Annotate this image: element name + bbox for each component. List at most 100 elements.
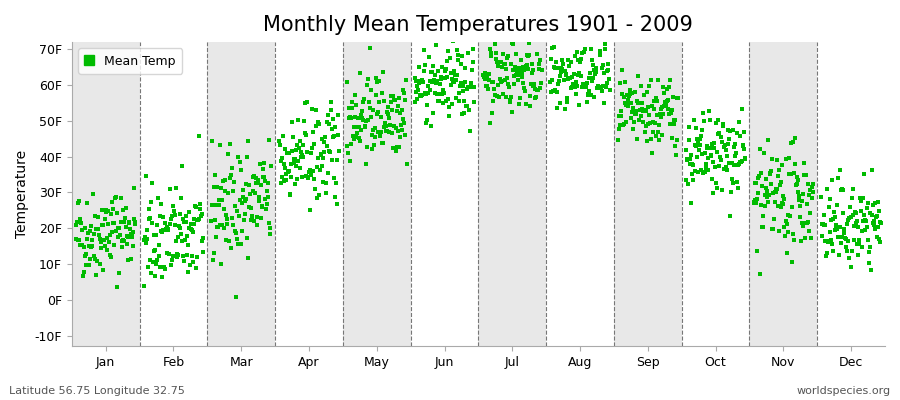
Point bbox=[573, 73, 588, 80]
Point bbox=[341, 150, 356, 156]
Point bbox=[275, 174, 290, 180]
Point bbox=[390, 108, 404, 114]
Point bbox=[392, 110, 407, 116]
Point bbox=[747, 180, 761, 186]
Point bbox=[553, 100, 567, 106]
Point bbox=[356, 96, 371, 102]
Point bbox=[652, 122, 667, 128]
Point bbox=[626, 126, 640, 132]
Point bbox=[616, 93, 631, 100]
Point bbox=[137, 283, 151, 290]
Point bbox=[208, 217, 222, 223]
Point bbox=[859, 218, 873, 224]
Point bbox=[321, 112, 336, 118]
Point bbox=[500, 75, 515, 81]
Bar bbox=[343, 42, 410, 346]
Point bbox=[548, 65, 562, 72]
Point bbox=[396, 86, 410, 93]
Point bbox=[659, 101, 673, 108]
Point bbox=[100, 235, 114, 242]
Point bbox=[479, 83, 493, 90]
Point bbox=[418, 90, 432, 96]
Point bbox=[323, 149, 338, 156]
Point bbox=[817, 222, 832, 228]
Bar bbox=[546, 42, 614, 346]
Point bbox=[94, 239, 108, 246]
Point bbox=[596, 62, 610, 68]
Point bbox=[225, 165, 239, 171]
Point bbox=[628, 108, 643, 114]
Point bbox=[665, 107, 680, 113]
Point bbox=[243, 191, 257, 197]
Point bbox=[531, 22, 545, 29]
Point bbox=[483, 53, 498, 60]
Point bbox=[253, 161, 267, 167]
Point bbox=[329, 201, 344, 207]
Point bbox=[211, 184, 225, 190]
Point bbox=[663, 77, 678, 83]
Point bbox=[292, 165, 307, 171]
Point bbox=[122, 219, 136, 226]
Point bbox=[375, 69, 390, 75]
Point bbox=[584, 92, 598, 98]
Point bbox=[685, 161, 699, 168]
Point bbox=[311, 155, 326, 162]
Point bbox=[356, 116, 370, 123]
Point bbox=[437, 75, 452, 82]
Point bbox=[207, 250, 221, 256]
Point bbox=[103, 252, 117, 258]
Point bbox=[788, 161, 803, 167]
Point bbox=[278, 146, 293, 152]
Point bbox=[101, 207, 115, 214]
Point bbox=[585, 78, 599, 84]
Point bbox=[340, 143, 355, 149]
Point bbox=[192, 133, 206, 140]
Point bbox=[316, 178, 330, 185]
Point bbox=[165, 212, 179, 219]
Point bbox=[350, 130, 365, 136]
Point bbox=[629, 110, 643, 117]
Point bbox=[626, 105, 641, 111]
Point bbox=[589, 65, 603, 71]
Point bbox=[850, 241, 864, 247]
Point bbox=[623, 87, 637, 93]
Point bbox=[208, 172, 222, 178]
Point bbox=[510, 68, 525, 74]
Point bbox=[328, 194, 343, 200]
Point bbox=[775, 162, 789, 168]
Point bbox=[373, 132, 387, 139]
Point bbox=[582, 75, 597, 81]
Point bbox=[291, 116, 305, 123]
Point bbox=[115, 237, 130, 244]
Point bbox=[442, 113, 456, 120]
Point bbox=[544, 89, 559, 96]
Point bbox=[738, 155, 752, 161]
Point bbox=[330, 156, 345, 163]
Point bbox=[71, 237, 86, 244]
Point bbox=[761, 199, 776, 205]
Point bbox=[733, 133, 747, 139]
Point bbox=[414, 92, 428, 98]
Point bbox=[431, 98, 446, 104]
Point bbox=[771, 172, 786, 179]
Point bbox=[554, 69, 568, 76]
Point bbox=[185, 226, 200, 233]
Point bbox=[148, 232, 163, 238]
Point bbox=[580, 98, 594, 105]
Point bbox=[273, 142, 287, 148]
Point bbox=[311, 121, 326, 128]
Point bbox=[670, 95, 684, 101]
Point bbox=[399, 77, 413, 83]
Point bbox=[683, 155, 698, 162]
Point bbox=[698, 165, 713, 171]
Point bbox=[797, 234, 812, 241]
Point bbox=[855, 228, 869, 234]
Point bbox=[505, 40, 519, 46]
Point bbox=[478, 76, 492, 82]
Point bbox=[616, 67, 630, 73]
Point bbox=[454, 79, 468, 86]
Point bbox=[618, 102, 633, 108]
Point bbox=[346, 105, 360, 111]
Point bbox=[70, 200, 85, 206]
Point bbox=[722, 136, 736, 142]
